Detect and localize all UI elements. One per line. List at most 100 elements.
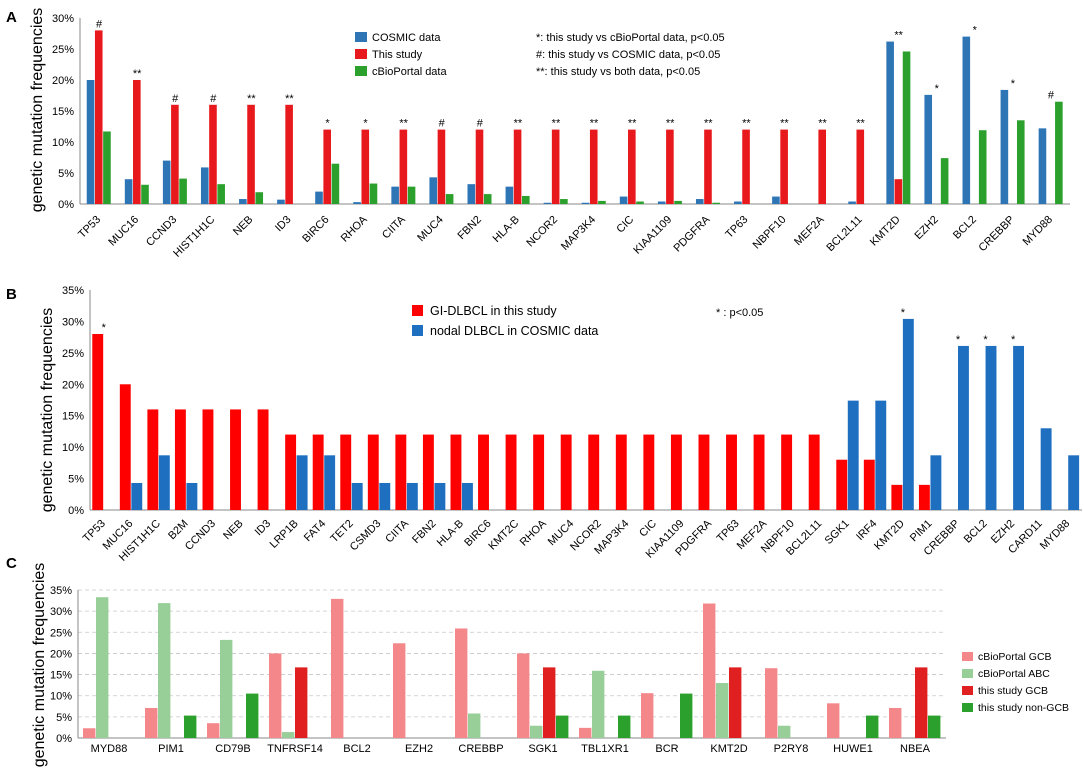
panel-a-bar-cosmic-data-kmt2d	[886, 41, 894, 205]
panel-a-bar-cbioportal-data-neb	[255, 192, 264, 204]
panel-b-ytick-label: 5%	[68, 474, 84, 486]
panel-c-category-label: SGK1	[528, 743, 557, 755]
panel-b-bar-nodal-dlbcl-in-cosmic-data-lrp1b	[296, 455, 308, 510]
note-a-2: #: this study vs COSMIC data, p<0.05	[536, 49, 720, 61]
panel-c-bar-cbioportal-abc-sgk1	[530, 725, 543, 738]
panel-c-bar-cbioportal-gcb-bcl2	[331, 598, 344, 738]
panel-a-category-label: NBPF10	[751, 214, 789, 252]
panel-b-category-label: KMT2C	[486, 518, 521, 553]
panel-b-category-label: FAT4	[302, 518, 329, 545]
panel-a-category-label: PDGFRA	[671, 213, 712, 254]
panel-a-significance-mark: **	[590, 118, 599, 130]
panel-c-ytick-label: 35%	[50, 585, 72, 597]
legend-swatch-this-study	[355, 49, 367, 59]
panel-a-ylabel: genetic mutation frequencies	[29, 8, 46, 213]
panel-b-bar-gi-dlbcl-in-this-study-hla-b	[450, 434, 462, 510]
panel-a-significance-mark: #	[172, 93, 179, 105]
panel-b-bar-nodal-dlbcl-in-cosmic-data-tet2	[351, 482, 363, 510]
panel-b: B genetic mutation frequencies GI-DLBCL …	[6, 285, 1082, 564]
panel-b-bar-nodal-dlbcl-in-cosmic-data-irf4	[875, 400, 887, 510]
legend-swatch-study-gcb	[962, 686, 973, 695]
panel-c-label: C	[6, 555, 17, 572]
panel-b-bar-nodal-dlbcl-in-cosmic-data-b2m	[186, 482, 198, 510]
panel-b-bar-nodal-dlbcl-in-cosmic-data-ciita	[406, 482, 418, 510]
legend-swatch-cbio-gcb	[962, 652, 973, 661]
panel-a-bar-this-study-bcl2l11	[856, 129, 865, 204]
panel-a-bar-cbioportal-data-kiaa1109	[674, 200, 682, 204]
panel-b-significance-mark: *	[956, 334, 961, 346]
panel-b-bar-nodal-dlbcl-in-cosmic-data-ezh2	[1013, 345, 1025, 510]
panel-a-bar-cbioportal-data-rhoa	[369, 183, 378, 204]
panel-a-bar-cosmic-data-hla-b	[505, 186, 514, 204]
panel-c-bar-this-study-gcb-nbea	[915, 667, 928, 738]
panel-b-ytick-label: 0%	[68, 505, 84, 517]
panel-c-category-label: CD79B	[215, 743, 250, 755]
panel-a-bar-cbioportal-data-bcl2	[978, 130, 987, 204]
panel-a-significance-mark: **	[666, 118, 675, 130]
panel-a-bar-cosmic-data-cic	[619, 196, 628, 204]
panel-a-category-label: MEF2A	[792, 213, 827, 248]
panel-a-bar-cosmic-data-neb	[239, 199, 247, 204]
panel-a-bar-cosmic-data-muc16	[124, 179, 133, 204]
panel-a-significance-mark: **	[628, 118, 637, 130]
panel-b-ytick-label: 25%	[62, 348, 84, 360]
panel-b-ytick-label: 20%	[62, 379, 84, 391]
panel-a-category-label: CIC	[614, 214, 636, 236]
panel-a-significance-mark: **	[514, 118, 523, 130]
panel-c-category-label: P2RY8	[774, 743, 809, 755]
panel-a-bar-this-study-rhoa	[361, 129, 370, 204]
panel-b-category-label: RHOA	[518, 517, 549, 548]
panel-c: C genetic mutation frequencies cBioPorta…	[6, 555, 1069, 767]
panel-a-bar-this-study-fbn2	[475, 129, 484, 204]
panel-c-bar-cbioportal-abc-tbl1xr1	[592, 670, 605, 738]
panel-b-bar-gi-dlbcl-in-this-study-sgk1	[836, 459, 848, 510]
panel-a-bar-this-study-nbpf10	[780, 129, 788, 204]
panel-b-bar-gi-dlbcl-in-this-study-kmt2c	[505, 434, 517, 510]
panel-a-bar-cosmic-data-bcl2	[962, 36, 971, 204]
panel-a-category-label: CCND3	[144, 214, 179, 249]
panel-a-bar-cosmic-data-map3k4	[581, 202, 590, 204]
panel-a-category-label: CIITA	[380, 213, 408, 241]
panel-b-category-label: FBN2	[410, 518, 438, 546]
panel-b-category-label: KMT2D	[872, 518, 907, 553]
panel-b-bar-gi-dlbcl-in-this-study-tp63	[726, 434, 737, 510]
panel-a-bar-this-study-pdgfra	[704, 129, 712, 204]
panel-c-bar-this-study-gcb-tnfrsf14	[295, 667, 308, 738]
panel-b-bar-gi-dlbcl-in-this-study-fbn2	[422, 434, 434, 510]
panel-a-significance-mark: **	[399, 118, 408, 130]
panel-c-bar-cbioportal-abc-pim1	[158, 603, 171, 738]
panel-c-bar-cbioportal-abc-tnfrsf14	[282, 732, 295, 738]
panel-b-bar-gi-dlbcl-in-this-study-b2m	[174, 409, 186, 510]
panel-a-bar-cosmic-data-fbn2	[467, 184, 476, 204]
panel-a-bar-cbioportal-data-crebbp	[1016, 120, 1025, 204]
panel-c-bar-cbioportal-abc-cd79b	[220, 639, 233, 738]
panel-c-ytick-label: 10%	[50, 691, 72, 703]
panel-a-bar-cbioportal-data-ezh2	[940, 158, 949, 204]
panel-a-significance-mark: *	[1011, 78, 1016, 90]
legend-swatch-study-non-gcb	[962, 703, 973, 712]
panel-a-bar-this-study-tp63	[742, 129, 750, 204]
panel-b-bar-nodal-dlbcl-in-cosmic-data-muc16	[131, 482, 143, 510]
panel-a-bar-this-study-id3	[285, 104, 293, 204]
panel-b-bar-gi-dlbcl-in-this-study-id3	[257, 409, 269, 510]
panel-a-bar-cosmic-data-bcl2l11	[848, 201, 856, 204]
panel-b-bar-gi-dlbcl-in-this-study-birc6	[478, 434, 489, 510]
panel-a-significance-mark: **	[894, 30, 903, 42]
panel-a-bar-cosmic-data-hist1h1c	[200, 167, 209, 204]
panel-c-category-label: PIM1	[158, 743, 184, 755]
panel-b-significance-mark: *	[901, 307, 906, 319]
panel-b-bar-gi-dlbcl-in-this-study-muc4	[560, 434, 572, 510]
panel-a-category-label: CREBBP	[977, 214, 1017, 254]
panel-c-bar-this-study-gcb-kmt2d	[729, 667, 742, 738]
panel-a-significance-mark: **	[285, 93, 294, 105]
panel-b-bar-gi-dlbcl-in-this-study-fat4	[312, 434, 324, 510]
panel-b-category-label: CSMD3	[348, 518, 384, 554]
panel-b-bar-gi-dlbcl-in-this-study-muc16	[119, 384, 131, 510]
panel-b-bar-nodal-dlbcl-in-cosmic-data-sgk1	[847, 400, 859, 510]
panel-a-ytick-label: 5%	[58, 168, 74, 180]
panel-b-bar-gi-dlbcl-in-this-study-pdgfra	[698, 434, 710, 510]
panel-b-significance-mark: *	[102, 322, 107, 334]
panel-b-category-label: MYD88	[1038, 518, 1072, 552]
legend-swatch-cbioportal	[355, 66, 367, 76]
